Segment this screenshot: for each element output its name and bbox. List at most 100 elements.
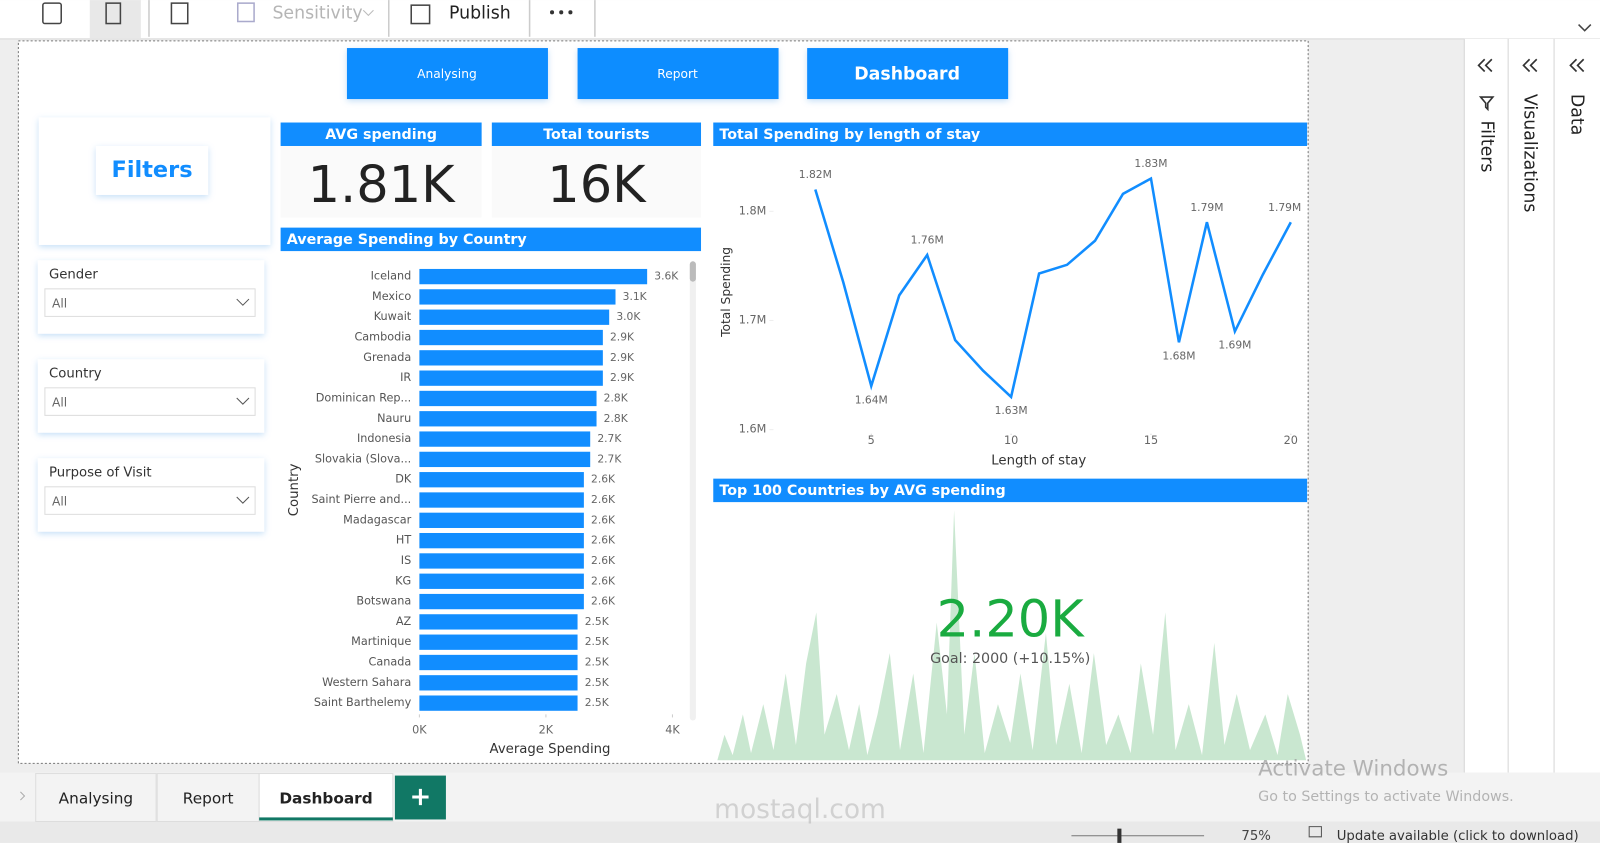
value-label: 2.6K bbox=[591, 493, 616, 506]
nav-label[interactable]: Report bbox=[657, 67, 698, 81]
page-tab[interactable] bbox=[258, 773, 394, 823]
page-tab[interactable] bbox=[156, 773, 260, 823]
page-tab-label[interactable]: Report bbox=[183, 790, 234, 808]
value-label: 3.0K bbox=[616, 310, 641, 323]
slicer-label: Gender bbox=[49, 268, 98, 283]
value-label: 2.5K bbox=[585, 696, 610, 709]
zoom-thumb[interactable] bbox=[1117, 828, 1122, 843]
category-label: Madagascar bbox=[343, 513, 411, 526]
bar bbox=[419, 390, 597, 407]
value-label: 2.9K bbox=[610, 371, 635, 384]
data-label: 1.63M bbox=[995, 404, 1028, 417]
expand-ribbon[interactable] bbox=[1578, 24, 1592, 32]
value-label: 2.5K bbox=[585, 676, 610, 689]
refresh-icon[interactable] bbox=[42, 2, 62, 25]
card-title-band bbox=[280, 122, 482, 146]
slicer-dropdown[interactable] bbox=[44, 288, 256, 317]
pane-label[interactable]: Filters bbox=[1477, 120, 1497, 172]
chart-title-band bbox=[713, 122, 1308, 146]
slicer-value[interactable]: All bbox=[52, 396, 67, 410]
collapse-data[interactable] bbox=[1569, 58, 1585, 73]
nav-label[interactable]: Analysing bbox=[417, 67, 477, 81]
data-label: 1.64M bbox=[855, 393, 888, 406]
publish-button[interactable]: Publish bbox=[449, 3, 511, 23]
bar bbox=[419, 614, 578, 630]
category-label: HT bbox=[396, 534, 411, 547]
status-bar bbox=[0, 821, 1600, 843]
active-tab-underline bbox=[259, 817, 393, 821]
bar bbox=[419, 411, 597, 427]
collapse-visualizations[interactable] bbox=[1522, 58, 1538, 73]
category-label: Nauru bbox=[377, 412, 411, 425]
bar bbox=[419, 573, 584, 589]
card-body bbox=[491, 145, 702, 218]
card-title: Total tourists bbox=[543, 127, 649, 143]
kpi-goal: Goal: 2000 (+10.15%) bbox=[930, 651, 1090, 667]
fit-page-icon[interactable] bbox=[1308, 826, 1322, 838]
page-tab-label[interactable]: Dashboard bbox=[279, 790, 372, 808]
x-tick-label: 0K bbox=[412, 724, 427, 737]
value-label: 2.8K bbox=[604, 391, 629, 404]
activation-watermark: Activate Windows bbox=[1258, 756, 1448, 781]
collapse-filters[interactable] bbox=[1477, 58, 1493, 73]
value-label: 2.6K bbox=[591, 473, 616, 486]
x-tick-label: 20 bbox=[1284, 434, 1298, 447]
dot bbox=[568, 10, 573, 15]
scrollbar[interactable] bbox=[689, 261, 696, 721]
sensitivity-button[interactable]: Sensitivity bbox=[272, 3, 362, 23]
bar bbox=[419, 512, 584, 528]
bar bbox=[419, 695, 578, 711]
value-label: 2.5K bbox=[585, 635, 610, 648]
value-label: 3.6K bbox=[654, 270, 679, 283]
x-tick-label: 15 bbox=[1144, 434, 1158, 447]
chart-title: Top 100 Countries by AVG spending bbox=[719, 483, 1005, 499]
card-value: 16K bbox=[547, 156, 647, 215]
sensitivity-icon[interactable] bbox=[236, 2, 255, 23]
bar bbox=[419, 472, 584, 488]
calc-icon[interactable] bbox=[170, 2, 189, 25]
category-label: Grenada bbox=[363, 351, 411, 364]
slicer-value[interactable]: All bbox=[52, 495, 67, 509]
dropdown-chevron bbox=[362, 9, 374, 17]
x-tick-label: 5 bbox=[868, 434, 875, 447]
category-label: Dominican Rep... bbox=[316, 391, 412, 404]
page-tab-label[interactable]: Analysing bbox=[59, 790, 133, 808]
new-visual-icon[interactable] bbox=[105, 2, 122, 25]
data-label: 1.68M bbox=[1162, 350, 1195, 363]
filters-button[interactable] bbox=[95, 145, 209, 195]
more-icon[interactable] bbox=[550, 10, 573, 15]
tab-scroll[interactable] bbox=[20, 791, 26, 801]
value-label: 2.6K bbox=[591, 513, 616, 526]
x-axis-title: Average Spending bbox=[490, 742, 611, 757]
side-panes bbox=[1464, 38, 1600, 774]
toolbar bbox=[0, 0, 1600, 39]
value-label: 2.6K bbox=[591, 574, 616, 587]
bar bbox=[419, 350, 603, 366]
data-label: 1.82M bbox=[799, 168, 832, 181]
bar bbox=[419, 492, 584, 508]
slicer-dropdown[interactable] bbox=[44, 486, 256, 515]
chart-title: Total Spending by length of stay bbox=[719, 127, 981, 143]
slicer-dropdown[interactable] bbox=[44, 387, 256, 416]
pane-label[interactable]: Data bbox=[1567, 94, 1587, 135]
category-label: Botswana bbox=[356, 595, 411, 608]
card-title-band bbox=[491, 122, 702, 146]
nav-button[interactable] bbox=[807, 48, 1009, 100]
publish-icon[interactable] bbox=[410, 4, 431, 25]
nav-button[interactable] bbox=[577, 48, 779, 100]
y-axis-title: Country bbox=[287, 463, 302, 516]
bar bbox=[419, 309, 610, 325]
slicer-value[interactable]: All bbox=[52, 297, 67, 311]
update-notice[interactable]: Update available (click to download) bbox=[1337, 829, 1579, 843]
scroll-thumb[interactable] bbox=[689, 261, 696, 282]
category-label: Saint Barthelemy bbox=[314, 696, 412, 709]
category-label: Indonesia bbox=[357, 432, 411, 445]
pane-label[interactable]: Visualizations bbox=[1520, 94, 1540, 212]
data-label: 1.69M bbox=[1218, 339, 1251, 352]
bar bbox=[419, 654, 578, 671]
x-axis-title: Length of stay bbox=[991, 453, 1086, 468]
kpi-value: 2.20K bbox=[937, 591, 1086, 650]
nav-button[interactable] bbox=[346, 48, 548, 100]
nav-label[interactable]: Dashboard bbox=[854, 65, 960, 85]
page-tab[interactable] bbox=[35, 773, 157, 823]
